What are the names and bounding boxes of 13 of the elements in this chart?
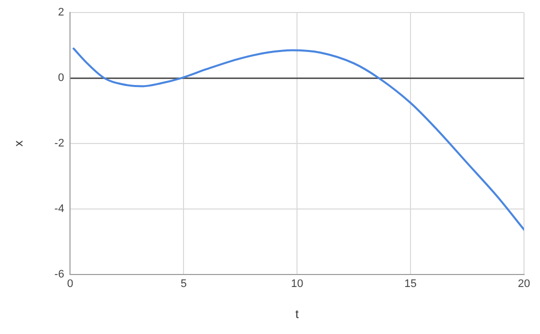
x-tick-label: 5 xyxy=(180,278,187,290)
y-tick-label: 0 xyxy=(58,72,64,84)
line-series xyxy=(72,48,524,231)
x-tick-label: 0 xyxy=(67,278,74,290)
x-tick-label: 20 xyxy=(518,278,530,290)
y-tick-label: -6 xyxy=(54,268,64,280)
x-tick-label: 15 xyxy=(404,278,417,290)
x-tick-label: 10 xyxy=(290,278,304,290)
x-axis-title: t xyxy=(295,307,300,322)
y-tick-label: -2 xyxy=(54,138,64,150)
y-tick-label: 2 xyxy=(58,6,64,19)
y-tick-label: -4 xyxy=(54,202,64,215)
y-axis-title: x xyxy=(12,140,26,146)
